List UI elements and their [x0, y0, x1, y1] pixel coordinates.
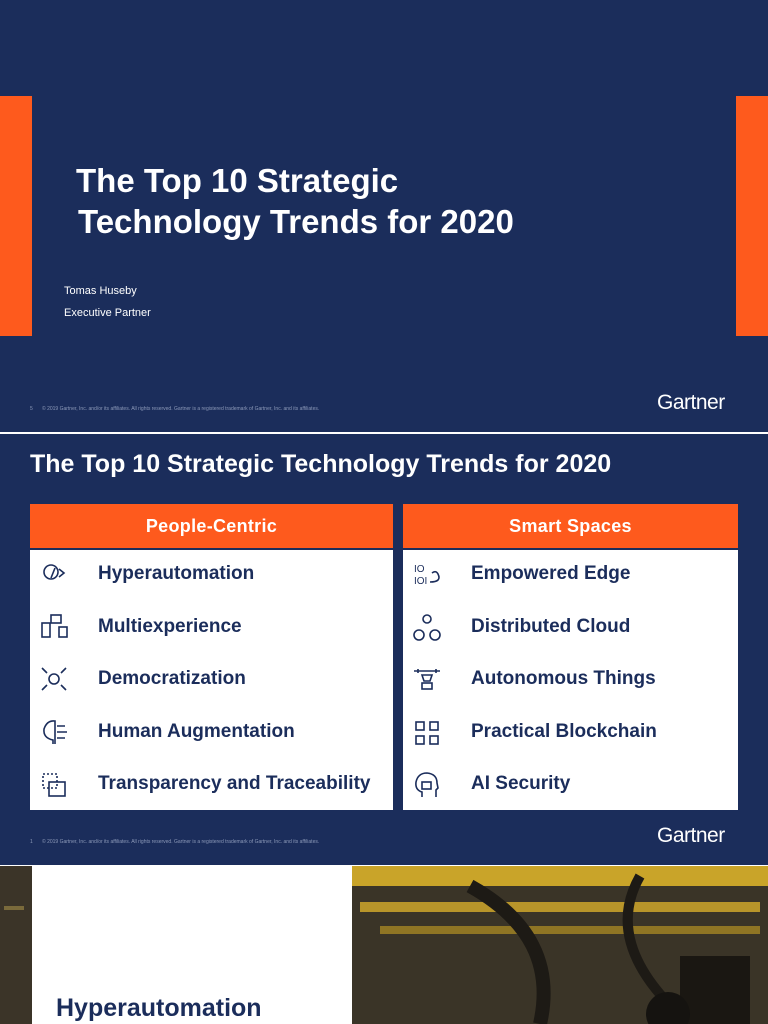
column-header: People-Centric	[30, 504, 393, 548]
trend-icon	[41, 667, 67, 691]
trend-icon	[42, 773, 66, 797]
trend-icon	[413, 613, 441, 641]
logo: Gartner	[657, 824, 725, 847]
trend-item: Distributed Cloud	[471, 615, 631, 637]
svg-text:IO: IO	[414, 564, 425, 575]
trend-item: Hyperautomation	[98, 563, 255, 584]
text-panel	[32, 866, 352, 1024]
trend-item: Transparency and Traceability	[98, 773, 371, 794]
title-slide: The Top 10 Strategic Technology Trends f…	[0, 0, 768, 432]
trend-item: Multiexperience	[98, 615, 242, 637]
trend-icon	[43, 564, 66, 580]
trend-icon	[415, 772, 439, 797]
trend-icon	[41, 613, 68, 638]
trend-item: Empowered Edge	[471, 563, 631, 584]
title-line: The Top 10 Strategic	[76, 162, 399, 199]
author: Tomas Huseby	[64, 285, 137, 297]
trend-item: Practical Blockchain	[471, 720, 657, 742]
trend-icon	[43, 719, 67, 744]
page-number: 5	[30, 406, 33, 412]
trend-item: AI Security	[471, 773, 571, 794]
logo: Gartner	[657, 391, 725, 414]
column-header: Smart Spaces	[403, 504, 738, 548]
trends-slide: The Top 10 Strategic Technology Trends f…	[0, 434, 768, 865]
title-line: Technology Trends for 2020	[78, 203, 514, 240]
trend-icon	[414, 669, 440, 690]
trend-icon	[415, 720, 439, 745]
trend-item: Human Augmentation	[98, 720, 295, 742]
trend-item: Autonomous Things	[471, 668, 656, 689]
section-slide: Hyperautomation	[0, 866, 768, 1024]
svg-text:IOI: IOI	[414, 576, 427, 587]
trend-item: Democratization	[98, 668, 246, 689]
page-number: 1	[30, 839, 33, 845]
footer: © 2019 Gartner, Inc. and/or its affiliat…	[42, 839, 320, 845]
column-body	[30, 550, 393, 810]
accent-bar	[0, 96, 32, 336]
photo	[0, 866, 768, 1024]
section-title: Hyperautomation	[56, 994, 262, 1022]
role: Executive Partner	[64, 307, 151, 319]
accent-bar	[736, 96, 768, 336]
column-body	[403, 550, 738, 810]
footer: © 2019 Gartner, Inc. and/or its affiliat…	[42, 406, 320, 412]
slide-title: The Top 10 Strategic Technology Trends f…	[30, 450, 612, 478]
